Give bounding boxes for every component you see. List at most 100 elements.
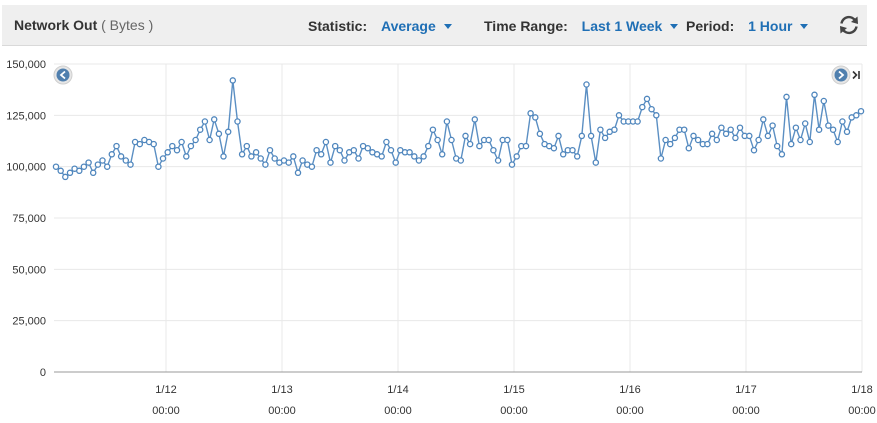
data-point [364, 144, 372, 152]
data-point [210, 116, 218, 123]
data-point [792, 124, 800, 131]
data-point [299, 157, 306, 164]
x-tick-date: 1/16 [619, 384, 640, 396]
data-point [266, 146, 274, 154]
x-tick-date: 1/13 [271, 384, 292, 396]
statistic-dropdown[interactable]: Average [381, 18, 452, 34]
data-point [317, 151, 325, 158]
data-point [448, 136, 455, 144]
data-point [727, 126, 734, 133]
x-tick-date: 1/14 [387, 384, 408, 396]
data-point [80, 163, 88, 170]
y-axis-ticks: 0 25,000 50,000 75,000 100,000 125,000 150,000 [6, 59, 46, 379]
data-point [829, 126, 837, 133]
data-point [243, 142, 251, 150]
y-tick-label: 25,000 [12, 316, 46, 328]
data-point [597, 126, 604, 133]
data-point [704, 140, 711, 148]
data-point [392, 159, 399, 166]
data-point [99, 157, 106, 164]
data-point [383, 138, 390, 146]
data-point [825, 122, 832, 129]
data-point [615, 112, 623, 119]
series-points [52, 77, 865, 181]
time-range-dropdown[interactable]: Last 1 Week [582, 18, 679, 34]
jump-to-end-button[interactable] [852, 70, 860, 80]
data-point [527, 110, 534, 117]
y-tick-label: 0 [40, 367, 46, 379]
period-value: 1 Hour [748, 18, 793, 34]
metric-header: Network Out ( Bytes ) Statistic: Average… [2, 5, 867, 46]
data-point [294, 169, 302, 177]
time-range-label: Time Range: [484, 18, 568, 34]
data-point [755, 136, 762, 144]
chevron-left-icon [56, 68, 70, 82]
data-point [843, 128, 851, 136]
x-tick-time: 00:00 [732, 405, 760, 417]
data-point [285, 159, 292, 166]
data-point [438, 151, 446, 158]
data-point [164, 149, 171, 156]
data-point [643, 95, 651, 103]
network-out-chart: 0 25,000 50,000 75,000 100,000 125,000 150,000… [6, 59, 876, 417]
data-point [173, 146, 181, 154]
data-point [196, 126, 204, 133]
data-point [722, 130, 730, 138]
data-point [429, 126, 437, 133]
data-point [192, 136, 199, 144]
data-point [290, 153, 297, 160]
metric-unit: ( Bytes ) [101, 17, 154, 33]
data-point [611, 126, 618, 133]
data-point [341, 157, 348, 164]
prev-button[interactable] [53, 65, 73, 85]
data-point [801, 120, 809, 127]
data-point [685, 144, 693, 152]
time-range-value: Last 1 Week [581, 18, 663, 34]
data-point [490, 146, 497, 154]
x-tick-time: 00:00 [848, 405, 876, 417]
period-control: Period: 1 Hour [686, 18, 809, 34]
x-axis-ticks: 1/12 00:00 1/13 00:00 1/14 00:00 1/15 00:00 1/16… [152, 384, 876, 417]
data-point [806, 138, 814, 146]
data-point [262, 161, 269, 168]
data-point [350, 146, 358, 154]
data-point [127, 161, 134, 168]
data-point [504, 136, 511, 144]
data-point [648, 105, 655, 113]
data-point [592, 159, 600, 166]
data-point [76, 167, 83, 175]
statistic-label: Statistic: [308, 18, 368, 34]
data-point [136, 140, 144, 148]
data-point [820, 97, 828, 105]
chevron-right-icon [834, 68, 848, 82]
data-point [355, 155, 362, 162]
data-point [773, 142, 781, 150]
data-point [485, 136, 492, 144]
refresh-icon[interactable] [836, 12, 862, 38]
data-point [573, 153, 581, 160]
data-point [764, 132, 772, 140]
data-point [89, 169, 97, 177]
data-point [201, 118, 209, 125]
data-point [336, 146, 344, 154]
data-point [797, 136, 804, 144]
data-point [513, 153, 520, 160]
data-point [150, 140, 157, 148]
statistic-control: Statistic: Average [308, 18, 452, 34]
data-point [559, 151, 567, 158]
data-point [662, 136, 669, 144]
data-point [85, 159, 92, 166]
data-point [248, 153, 255, 160]
data-point [694, 136, 702, 144]
next-button[interactable] [831, 65, 851, 85]
chevron-down-icon [443, 24, 452, 29]
data-point [857, 107, 865, 115]
data-point [494, 157, 502, 164]
data-point [671, 134, 679, 142]
y-tick-label: 150,000 [6, 59, 46, 71]
vertical-gridlines [165, 64, 863, 372]
period-dropdown[interactable]: 1 Hour [748, 18, 809, 34]
data-point [238, 151, 246, 158]
data-point [601, 134, 609, 142]
data-point [252, 149, 260, 156]
